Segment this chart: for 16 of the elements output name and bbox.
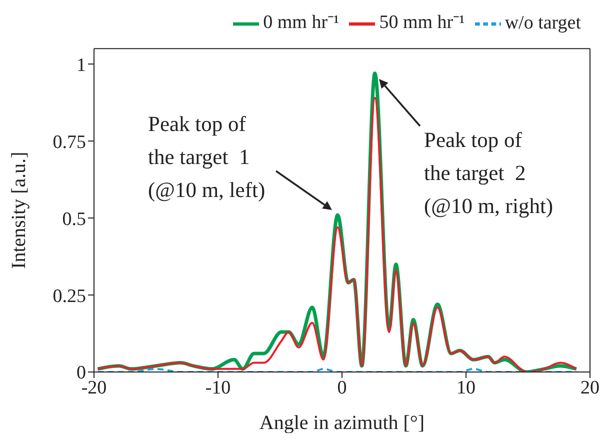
- y-tick-label: 1: [76, 54, 86, 76]
- y-axis-title: Intensity [a.u.]: [8, 152, 30, 269]
- x-tick-label: 20: [580, 377, 600, 398]
- legend-label: w/o target: [504, 12, 581, 33]
- x-tick-label: 0: [337, 377, 347, 398]
- legend-label: 0 mm hr⁻¹: [263, 12, 340, 33]
- y-tick-label: 0.75: [52, 132, 86, 153]
- y-tick-label: 0: [76, 362, 86, 384]
- annotation: Peak top of the target 2 (@10 m, right): [424, 128, 554, 218]
- y-tick-label: 0.5: [62, 208, 86, 230]
- x-tick-label: 10: [456, 377, 476, 398]
- x-tick-label: -10: [205, 377, 231, 398]
- x-axis-title: Angle in azimuth [°]: [259, 412, 425, 434]
- y-tick-label: 0.25: [52, 286, 86, 307]
- annotation: Peak top of the target 1 (@10 m, left): [148, 112, 266, 202]
- legend-label: 50 mm hr⁻¹: [379, 12, 465, 33]
